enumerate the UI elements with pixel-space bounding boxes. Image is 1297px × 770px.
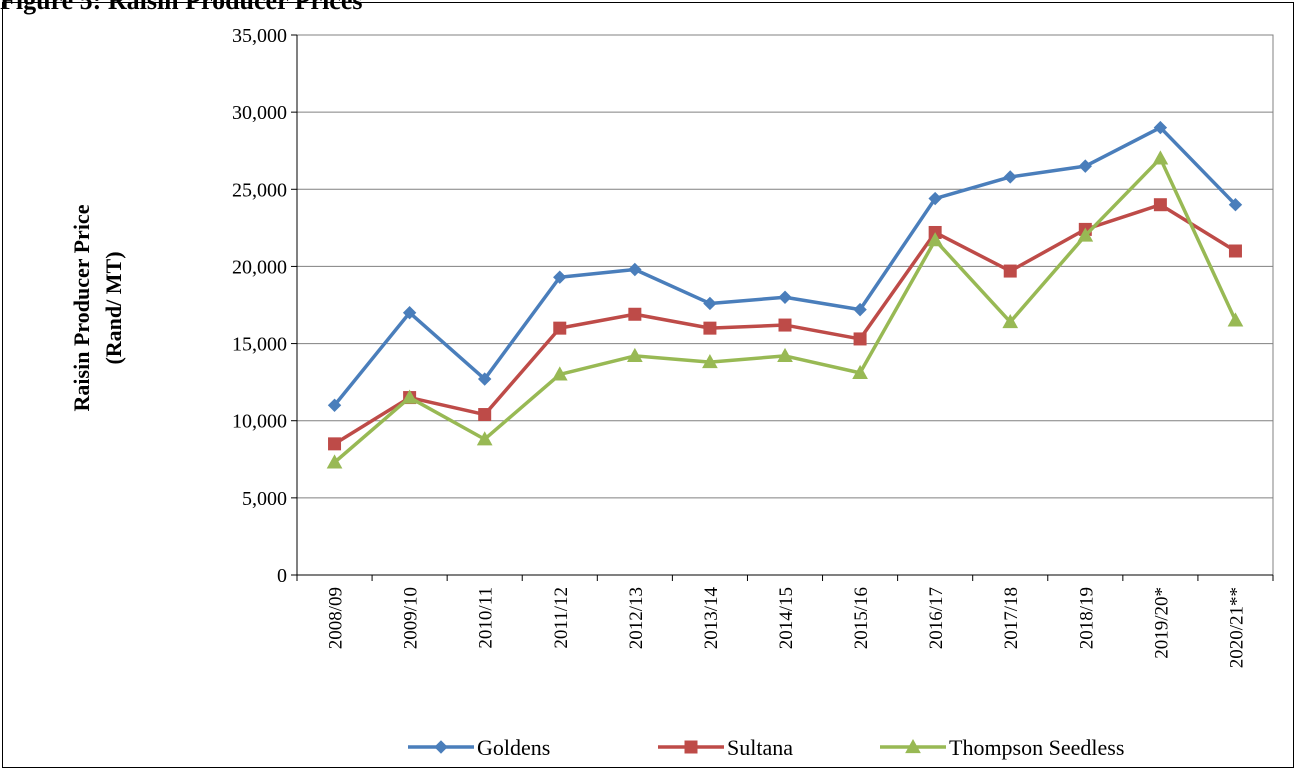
data-point (628, 262, 642, 277)
data-point (1003, 264, 1017, 278)
data-point (1002, 313, 1019, 329)
y-tick-label: 35,000 (232, 25, 287, 47)
legend-label: Goldens (477, 735, 550, 760)
data-point (1227, 312, 1244, 327)
data-point (476, 431, 493, 446)
data-point (327, 398, 342, 412)
data-point (1078, 159, 1093, 173)
series-sultana (328, 198, 1242, 451)
data-point (853, 302, 867, 317)
data-point (326, 454, 343, 469)
data-point (702, 354, 718, 369)
data-point (551, 366, 568, 381)
data-point (478, 408, 492, 422)
x-tick-label: 2008/09 (326, 587, 347, 649)
series-thompson-seedless (326, 150, 1244, 469)
x-tick-label: 2012/13 (626, 587, 647, 649)
y-tick-label: 25,000 (232, 179, 287, 201)
legend-item: Thompson Seedless (880, 735, 1124, 760)
figure-title: Figure 5: Raisin Producer Prices (0, 0, 363, 15)
data-point (928, 191, 942, 206)
series-line (333, 156, 1238, 464)
y-tick-label: 0 (277, 565, 287, 587)
x-tick-label: 2020/21** (1226, 587, 1247, 668)
data-point (1003, 170, 1017, 184)
x-tick-label: 2017/18 (1001, 587, 1022, 649)
legend-swatch-marker (905, 738, 921, 754)
x-tick-label: 2018/19 (1076, 587, 1097, 649)
series-lines (326, 120, 1244, 469)
plot-area (296, 34, 1274, 576)
y-tick-label: 20,000 (232, 256, 287, 278)
y-axis-label-line1: Raisin Producer Price (69, 204, 94, 411)
data-point (1228, 198, 1243, 212)
x-tick-label: 2014/15 (776, 587, 797, 649)
x-tick-label: 2019/20* (1151, 587, 1172, 659)
data-point (703, 296, 717, 311)
data-point (1153, 198, 1167, 212)
data-point (1228, 244, 1242, 258)
legend: Goldens Sultana Thompson Seedless (408, 735, 1124, 760)
series-goldens (327, 120, 1243, 412)
legend-item: Goldens (408, 735, 550, 760)
data-point (401, 389, 418, 404)
y-tick-label: 10,000 (232, 411, 287, 433)
data-point (778, 290, 792, 304)
x-tick-label: 2016/17 (926, 587, 947, 649)
data-point (628, 307, 642, 321)
data-point (1152, 150, 1169, 165)
y-tick-label: 5,000 (242, 488, 287, 510)
legend-swatch-marker (434, 740, 448, 754)
data-point (477, 372, 492, 386)
data-point (553, 321, 567, 335)
y-tick-label: 15,000 (232, 334, 287, 356)
data-point (927, 232, 944, 247)
y-axis-label: Raisin Producer Price (Rand/ MT) (69, 204, 126, 411)
y-axis-label-line2: (Rand/ MT) (101, 251, 126, 364)
x-tick-label: 2015/16 (851, 587, 872, 649)
data-point (777, 347, 793, 363)
data-point (402, 306, 417, 320)
x-tick-label: 2011/12 (551, 587, 572, 649)
legend-item: Sultana (658, 735, 793, 760)
data-point (1153, 120, 1168, 135)
x-tick-label: 2009/10 (401, 587, 422, 649)
axes: 0 5,000 10,000 15,000 20,000 25,000 30,000 35,0… (232, 25, 1274, 668)
data-point (703, 321, 717, 335)
data-point (553, 270, 567, 284)
data-point (852, 364, 868, 379)
data-point (328, 437, 342, 451)
y-tick-label: 30,000 (232, 102, 287, 124)
data-point (1077, 227, 1094, 242)
data-point (778, 318, 792, 332)
gridlines (296, 34, 1274, 576)
x-tick-label: 2013/14 (701, 587, 722, 650)
x-tick-label: 2010/11 (476, 587, 497, 649)
data-point (853, 332, 867, 346)
legend-label: Thompson Seedless (949, 735, 1124, 760)
legend-swatch-marker (684, 740, 698, 754)
legend-label: Sultana (727, 735, 793, 760)
data-point (626, 347, 643, 363)
